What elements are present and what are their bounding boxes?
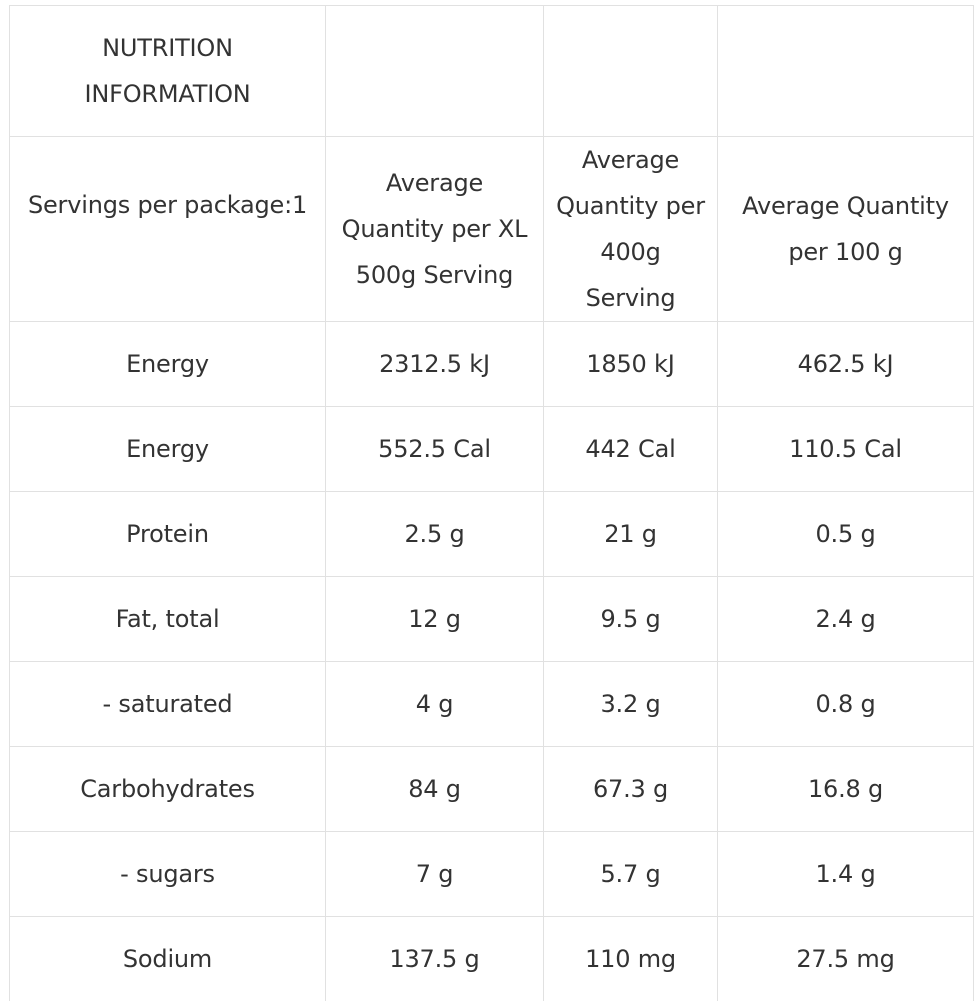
table-row: - saturated 4 g 3.2 g 0.8 g [10,662,974,747]
value-per-100g-cell: 16.8 g [718,747,974,832]
table-row: Protein 2.5 g 21 g 0.5 g [10,492,974,577]
table-row: Sodium 137.5 g 110 mg 27.5 mg [10,917,974,1001]
table-row: Fat, total 12 g 9.5 g 2.4 g [10,577,974,662]
empty-header-cell [718,6,974,137]
value-per-100g-cell: 2.4 g [718,577,974,662]
servings-per-package-label: Servings per package:1 [28,191,307,219]
value-xl-500g-cell: 84 g [326,747,544,832]
column-header-xl-500g: Average Quantity per XL 500g Serving [326,137,544,322]
value-per-100g-cell: 110.5 Cal [718,407,974,492]
servings-per-package-cell: Servings per package:1 [10,137,326,322]
nutrient-name-cell: Protein [10,492,326,577]
value-400g-cell: 9.5 g [544,577,718,662]
value-400g-cell: 1850 kJ [544,322,718,407]
table-row: Energy 2312.5 kJ 1850 kJ 462.5 kJ [10,322,974,407]
empty-header-cell [544,6,718,137]
value-400g-cell: 67.3 g [544,747,718,832]
value-xl-500g-cell: 7 g [326,832,544,917]
value-xl-500g-cell: 552.5 Cal [326,407,544,492]
value-xl-500g-cell: 4 g [326,662,544,747]
value-xl-500g-cell: 12 g [326,577,544,662]
table-row: Energy 552.5 Cal 442 Cal 110.5 Cal [10,407,974,492]
table-title-line2: INFORMATION [18,71,317,117]
table-title-line1: NUTRITION [18,25,317,71]
value-400g-cell: 21 g [544,492,718,577]
nutrient-name-cell: Fat, total [10,577,326,662]
nutrient-name-cell: Sodium [10,917,326,1001]
value-xl-500g-cell: 137.5 g [326,917,544,1001]
empty-header-cell [326,6,544,137]
nutrient-name-cell: - sugars [10,832,326,917]
value-per-100g-cell: 0.5 g [718,492,974,577]
table-row: - sugars 7 g 5.7 g 1.4 g [10,832,974,917]
nutrition-table: NUTRITION INFORMATION Servings per packa… [9,5,974,1001]
nutrient-name-cell: Carbohydrates [10,747,326,832]
value-xl-500g-cell: 2.5 g [326,492,544,577]
column-header-row: Servings per package:1 Average Quantity … [10,137,974,322]
table-title-cell: NUTRITION INFORMATION [10,6,326,137]
value-400g-cell: 110 mg [544,917,718,1001]
nutrient-name-cell: Energy [10,322,326,407]
value-per-100g-cell: 0.8 g [718,662,974,747]
value-per-100g-cell: 1.4 g [718,832,974,917]
value-400g-cell: 442 Cal [544,407,718,492]
value-400g-cell: 3.2 g [544,662,718,747]
column-header-400g: Average Quantity per 400g Serving [544,137,718,322]
column-header-per-100g: Average Quantity per 100 g [718,137,974,322]
nutrient-name-cell: - saturated [10,662,326,747]
value-per-100g-cell: 27.5 mg [718,917,974,1001]
nutrient-name-cell: Energy [10,407,326,492]
nutrition-table-container: NUTRITION INFORMATION Servings per packa… [9,5,974,1001]
value-xl-500g-cell: 2312.5 kJ [326,322,544,407]
value-400g-cell: 5.7 g [544,832,718,917]
value-per-100g-cell: 462.5 kJ [718,322,974,407]
table-row: Carbohydrates 84 g 67.3 g 16.8 g [10,747,974,832]
table-title-row: NUTRITION INFORMATION [10,6,974,137]
